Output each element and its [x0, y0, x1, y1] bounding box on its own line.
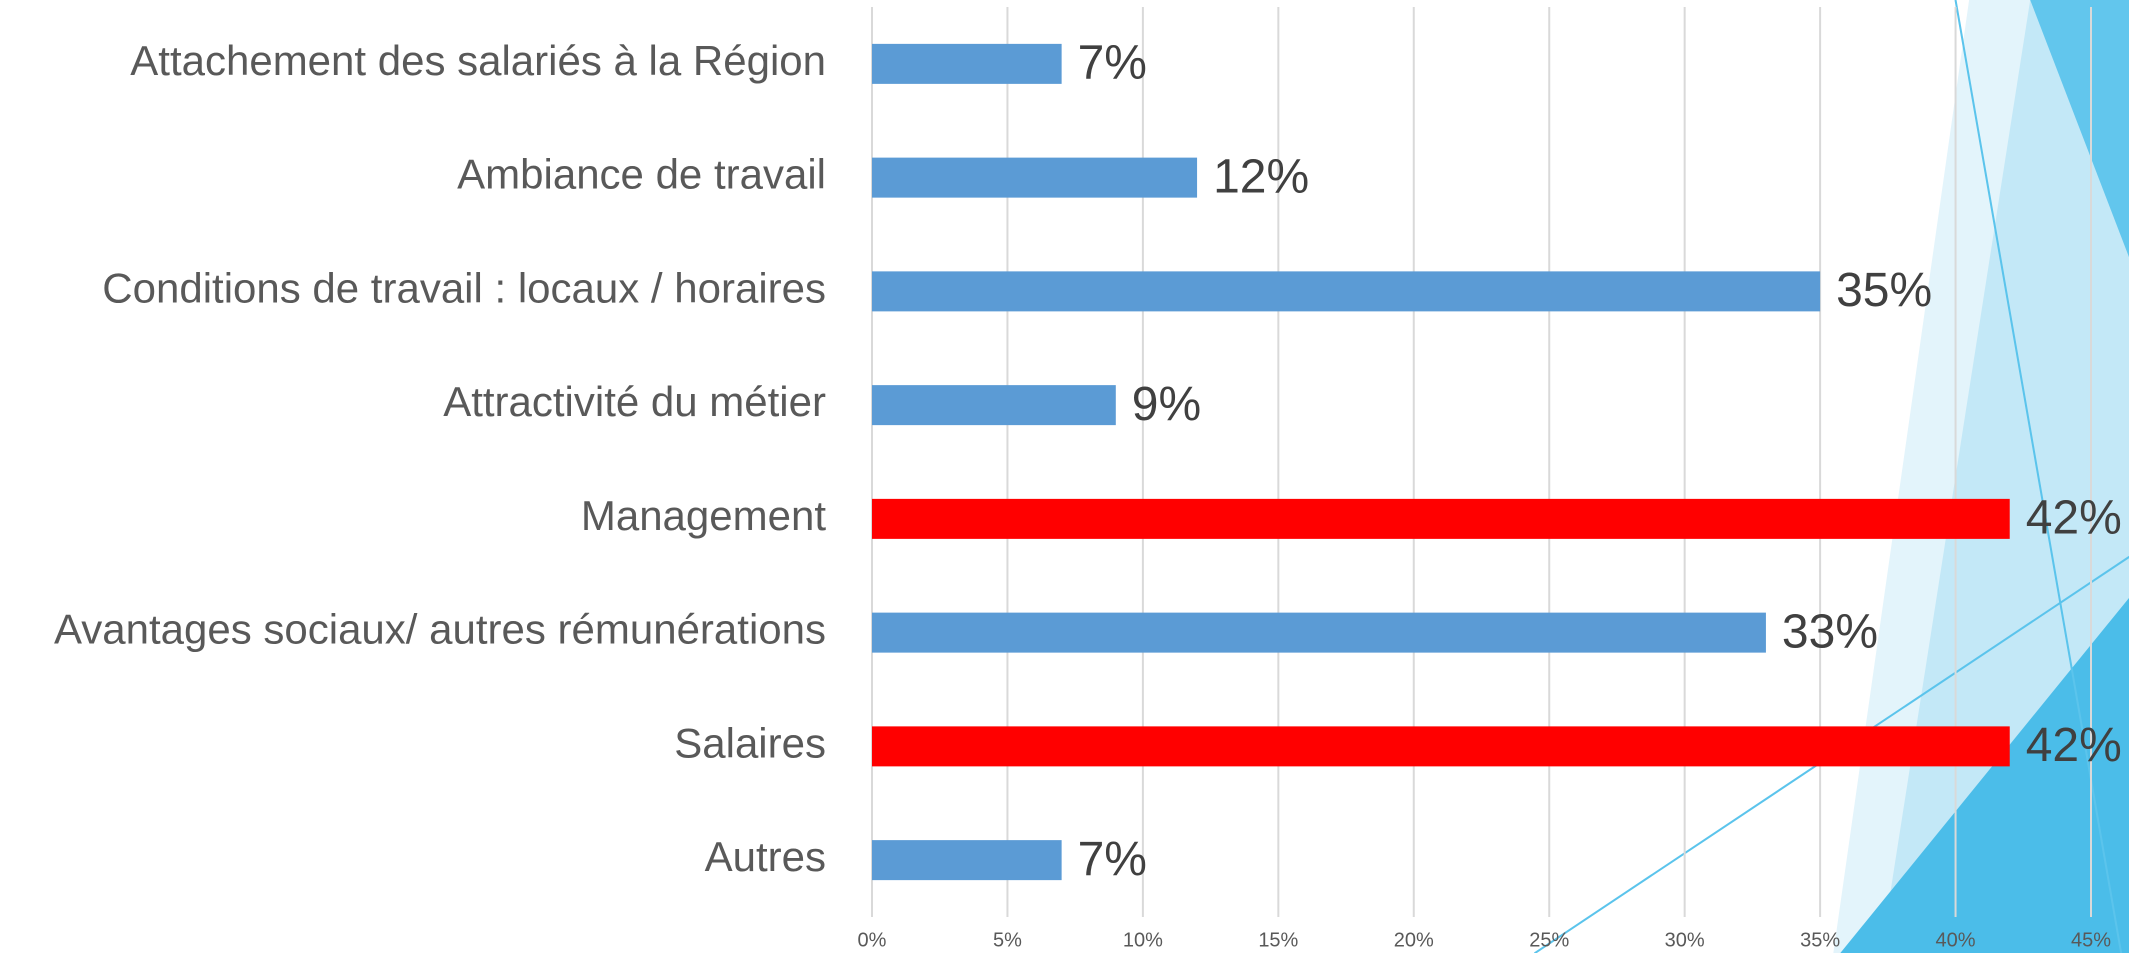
- category-label: Salaires: [674, 719, 826, 766]
- plot-area: 0% 5% 10% 15% 20% 25% 30% 35% 40% 45% Attachement …: [54, 7, 2122, 951]
- value-label: 33%: [1782, 605, 1878, 658]
- value-label: 12%: [1213, 150, 1309, 203]
- decor-shape: [2030, 0, 2129, 258]
- value-label: 9%: [1132, 378, 1201, 431]
- x-tick-label: 30%: [1665, 929, 1705, 951]
- x-tick-label: 15%: [1258, 929, 1298, 951]
- value-label: 42%: [2026, 719, 2122, 772]
- bar: [872, 43, 1062, 84]
- bar: [872, 271, 1821, 312]
- category-label: Management: [581, 492, 826, 539]
- x-tick-label: 25%: [1529, 929, 1569, 951]
- x-tick-label: 10%: [1123, 929, 1163, 951]
- x-tick-label: 0%: [858, 929, 887, 951]
- value-label: 7%: [1078, 833, 1147, 886]
- category-label: Attractivité du métier: [443, 378, 826, 425]
- bar: [872, 157, 1198, 198]
- bar: [872, 726, 2010, 767]
- category-label: Autres: [705, 833, 826, 880]
- x-tick-label: 40%: [1936, 929, 1976, 951]
- value-label: 7%: [1078, 37, 1147, 90]
- category-label: Avantages sociaux/ autres rémunérations: [54, 606, 826, 653]
- bar: [872, 385, 1116, 426]
- value-label: 42%: [2026, 492, 2122, 545]
- value-label: 35%: [1836, 264, 1932, 317]
- category-label: Attachement des salariés à la Région: [130, 37, 826, 84]
- bar: [872, 612, 1766, 653]
- bar: [872, 498, 2010, 539]
- x-tick-label: 35%: [1800, 929, 1840, 951]
- decoration: [1533, 0, 2129, 953]
- decor-line: [1954, 0, 2123, 953]
- category-label: Ambiance de travail: [457, 151, 826, 198]
- category-label: Conditions de travail : locaux / horaire…: [102, 264, 826, 311]
- x-tick-label: 45%: [2071, 929, 2111, 951]
- bar: [872, 840, 1062, 881]
- x-tick-label: 20%: [1394, 929, 1434, 951]
- x-tick-label: 5%: [993, 929, 1022, 951]
